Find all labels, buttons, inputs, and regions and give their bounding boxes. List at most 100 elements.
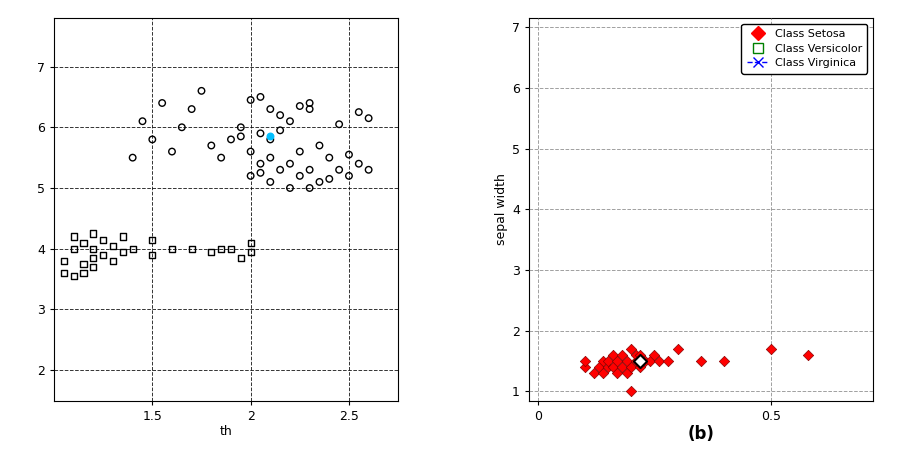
Point	[234, 133, 248, 140]
Point	[263, 133, 277, 140]
Point	[801, 351, 815, 359]
Point	[619, 357, 634, 364]
Point	[96, 251, 111, 258]
Point	[125, 154, 140, 161]
Point	[115, 233, 130, 240]
Point	[145, 251, 159, 258]
Point	[600, 364, 615, 371]
Point	[224, 245, 238, 252]
Point	[362, 115, 376, 122]
Point	[165, 148, 179, 155]
Point	[234, 254, 248, 261]
Point	[273, 127, 287, 134]
Point	[67, 233, 81, 240]
Point	[332, 121, 347, 128]
Point	[204, 248, 219, 255]
Point	[243, 96, 257, 104]
Point	[587, 369, 601, 377]
Point	[591, 364, 606, 371]
Point	[263, 154, 277, 161]
Point	[619, 369, 634, 377]
Point	[76, 270, 91, 277]
Point	[652, 357, 666, 364]
Legend: Class Setosa, Class Versicolor, Class Virginica: Class Setosa, Class Versicolor, Class Vi…	[742, 23, 868, 73]
Point	[292, 148, 307, 155]
Point	[76, 239, 91, 246]
Point	[263, 178, 277, 185]
Point	[322, 154, 337, 161]
Point	[86, 230, 101, 237]
Point	[302, 166, 317, 173]
Point	[638, 357, 652, 364]
Point	[214, 245, 229, 252]
Point	[145, 236, 159, 243]
Point	[624, 388, 638, 395]
Point	[145, 136, 159, 143]
Point	[717, 357, 732, 364]
Point	[596, 357, 610, 364]
Point	[165, 245, 179, 252]
Point	[155, 99, 169, 107]
Point	[610, 357, 625, 364]
Point	[634, 357, 648, 364]
Point	[273, 166, 287, 173]
Point	[600, 357, 615, 364]
Point	[115, 248, 130, 255]
Point	[624, 364, 638, 371]
Point	[342, 151, 356, 158]
Point	[57, 270, 71, 277]
Point	[332, 166, 347, 173]
Point	[292, 103, 307, 110]
Point	[578, 364, 592, 371]
Point	[662, 357, 676, 364]
Point	[125, 245, 140, 252]
Point	[352, 108, 366, 116]
Point	[634, 364, 648, 371]
Point	[67, 245, 81, 252]
Point	[214, 154, 229, 161]
Point	[96, 236, 111, 243]
Point	[273, 112, 287, 119]
Point	[86, 254, 101, 261]
Point	[615, 351, 629, 359]
Point	[312, 178, 327, 185]
Point	[243, 239, 257, 246]
Point	[86, 263, 101, 270]
Point	[194, 87, 209, 94]
Point	[322, 176, 337, 183]
Point	[263, 105, 277, 112]
Point	[253, 93, 267, 100]
Point	[628, 357, 643, 364]
Point	[175, 124, 189, 131]
Point	[578, 357, 592, 364]
X-axis label: th: th	[220, 425, 232, 438]
Point	[234, 124, 248, 131]
Y-axis label: sepal width: sepal width	[495, 173, 508, 245]
Point	[253, 160, 267, 167]
Point	[352, 160, 366, 167]
Point	[615, 364, 629, 371]
Point	[634, 351, 648, 359]
Point	[184, 245, 199, 252]
Point	[606, 364, 620, 371]
Point	[76, 260, 91, 267]
Point	[283, 160, 297, 167]
Point	[342, 172, 356, 180]
Point	[292, 172, 307, 180]
Point	[204, 142, 219, 149]
Point	[302, 184, 317, 192]
Point	[302, 99, 317, 107]
Point	[362, 166, 376, 173]
Point	[243, 248, 257, 255]
Point	[763, 345, 778, 352]
Point	[624, 345, 638, 352]
Point	[283, 184, 297, 192]
Point	[57, 257, 71, 265]
Point	[106, 242, 121, 249]
Point	[694, 357, 708, 364]
Point	[643, 357, 657, 364]
Point	[647, 351, 662, 359]
Point	[283, 117, 297, 125]
Point	[135, 117, 149, 125]
Point	[263, 136, 277, 143]
